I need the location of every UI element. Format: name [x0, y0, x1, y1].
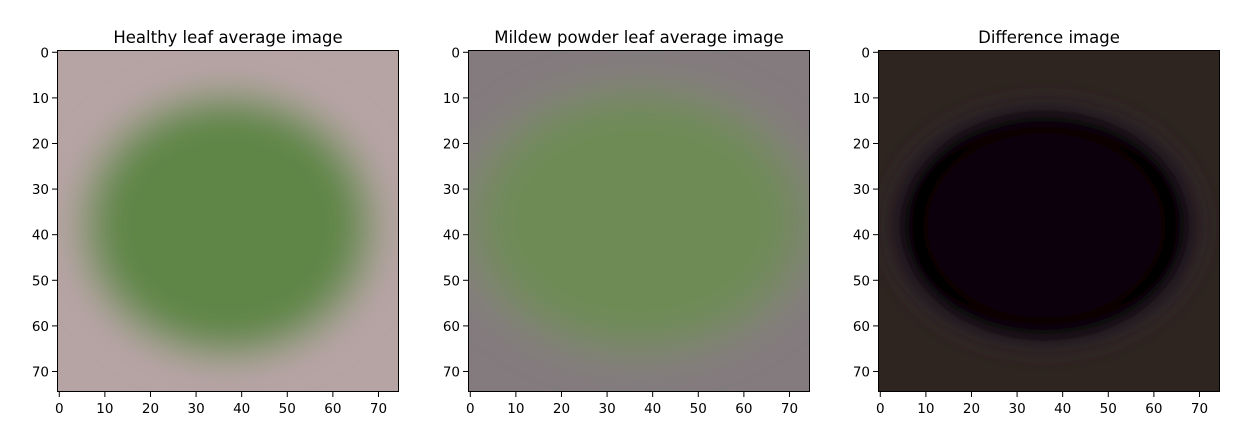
x-tick-label: 50	[1100, 401, 1117, 417]
x-tick-label: 60	[1145, 401, 1162, 417]
y-tick-label: 20	[853, 136, 870, 152]
x-tick-label: 10	[917, 401, 934, 417]
y-tick-label: 20	[32, 136, 49, 152]
y-tick-label: 30	[443, 182, 460, 198]
panel-2: Mildew powder leaf average image 0 10 20 30 4…	[443, 28, 831, 417]
x-tick-label: 40	[233, 401, 250, 417]
x-tick-label: 70	[1191, 401, 1208, 417]
x-tick-label: 30	[598, 401, 615, 417]
y-tick-label: 60	[443, 319, 460, 335]
heatmap-image	[447, 50, 830, 392]
leaf-blob	[64, 78, 392, 373]
panel-1: Healthy leaf average image 0 10 20 30 40 50 60 7…	[32, 28, 399, 417]
y-tick-label: 50	[32, 273, 49, 289]
leaf-blob	[885, 100, 1204, 351]
x-tick-label: 30	[187, 401, 204, 417]
x-tick-label: 60	[324, 401, 341, 417]
x-tick-label: 20	[963, 401, 980, 417]
x-tick-label: 40	[1054, 401, 1071, 417]
y-tick-label: 10	[853, 91, 870, 107]
y-tick-label: 50	[443, 273, 460, 289]
panel-3: Difference image 0 10 20 30 40 50 60 70 0 10 20 30 40…	[853, 28, 1220, 417]
y-tick-label: 40	[32, 228, 49, 244]
x-tick-label: 0	[466, 401, 475, 417]
x-tick-label: 50	[690, 401, 707, 417]
heatmap-image	[57, 50, 399, 392]
x-tick-label: 20	[142, 401, 159, 417]
heatmap-image	[878, 50, 1220, 392]
y-tick-label: 20	[443, 136, 460, 152]
y-tick-label: 30	[32, 182, 49, 198]
y-tick-label: 40	[853, 228, 870, 244]
y-tick-label: 60	[853, 319, 870, 335]
x-tick-label: 30	[1008, 401, 1025, 417]
x-tick-label: 0	[876, 401, 885, 417]
x-tick-label: 70	[370, 401, 387, 417]
y-tick-label: 70	[443, 364, 460, 380]
y-tick-label: 70	[32, 364, 49, 380]
x-tick-label: 0	[55, 401, 64, 417]
y-tick-label: 10	[443, 91, 460, 107]
leaf-blob	[447, 73, 830, 368]
y-tick-label: 50	[853, 273, 870, 289]
chart-title: Healthy leaf average image	[113, 28, 342, 47]
y-tick-label: 30	[853, 182, 870, 198]
x-tick-label: 20	[553, 401, 570, 417]
x-tick-label: 10	[507, 401, 524, 417]
chart-title: Mildew powder leaf average image	[494, 28, 784, 47]
x-tick-label: 60	[735, 401, 752, 417]
y-tick-label: 0	[451, 45, 460, 61]
y-tick-label: 40	[443, 228, 460, 244]
x-tick-label: 50	[279, 401, 296, 417]
x-tick-label: 70	[781, 401, 798, 417]
y-tick-label: 10	[32, 91, 49, 107]
y-tick-label: 0	[40, 45, 49, 61]
y-tick-label: 0	[861, 45, 870, 61]
x-tick-label: 10	[96, 401, 113, 417]
chart-title: Difference image	[978, 28, 1120, 47]
y-tick-label: 70	[853, 364, 870, 380]
y-tick-label: 60	[32, 319, 49, 335]
x-tick-label: 40	[644, 401, 661, 417]
